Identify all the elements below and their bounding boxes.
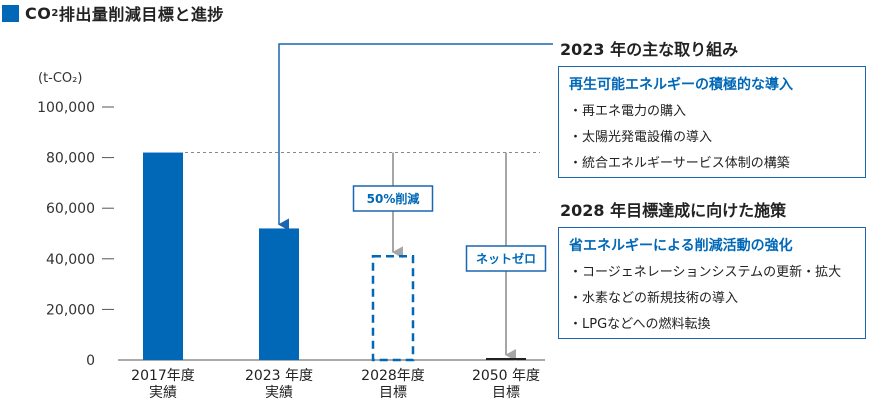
bar (143, 152, 183, 360)
x-tick-label-kind: 実績 (149, 385, 177, 401)
x-tick-label-year: 2017年度 (131, 368, 195, 384)
x-tick-label-year: 2050 年度 (472, 368, 540, 384)
list-item: コージェネレーションシステムの更新・拡大 (569, 260, 855, 286)
arrow-2023 (278, 43, 553, 231)
y-tick-label: 40,000 (46, 252, 95, 268)
y-tick-label: 100,000 (37, 100, 95, 116)
title-subscript: 2 (51, 7, 59, 19)
panel-heading-2028: 2028 年目標達成に向けた施策 (560, 201, 787, 220)
panel-box-2028: 省エネルギーによる削減活動の強化 コージェネレーションシステムの更新・拡大 水素… (558, 227, 866, 339)
box-title-2023: 再生可能エネルギーの積極的な導入 (569, 77, 793, 93)
box-title-2028: 省エネルギーによる削減活動の強化 (569, 238, 793, 254)
x-tick-label-kind: 実績 (265, 385, 293, 401)
x-tick-label-year: 2023 年度 (245, 368, 313, 384)
x-tick-label-kind: 目標 (379, 385, 407, 401)
title-co: CO (25, 3, 52, 23)
y-unit-label: (t-CO₂) (38, 71, 82, 86)
x-tick-label-kind: 目標 (492, 385, 520, 401)
list-item: 再エネ電力の購入 (569, 99, 855, 125)
callout-box (352, 185, 434, 212)
list-item: LPGなどへの燃料転換 (569, 312, 855, 338)
list-item: 水素などの新規技術の導入 (569, 286, 855, 312)
chart-title: CO 2 排出量削減目標と進捗 (0, 0, 224, 26)
y-tick-label: 0 (86, 353, 95, 369)
x-tick-label-year: 2028年度 (361, 368, 425, 384)
y-tick-label: 20,000 (46, 302, 95, 318)
title-rest: 排出量削減目標と進捗 (58, 5, 224, 24)
panel-box-2023: 再生可能エネルギーの積極的な導入 再エネ電力の購入 太陽光発電設備の導入 統合エ… (558, 66, 866, 178)
panel-heading-2023: 2023 年の主な取り組み (560, 40, 739, 59)
bar-target (371, 255, 415, 362)
title-square-icon (2, 4, 19, 22)
callout-box (465, 245, 547, 272)
callout-label: ネットゼロ (476, 251, 536, 266)
bar (259, 228, 299, 360)
y-tick-label: 80,000 (46, 151, 95, 167)
list-item: 太陽光発電設備の導入 (569, 125, 855, 151)
list-item: 統合エネルギーサービス体制の構築 (569, 151, 855, 177)
callout-label: 50%削減 (367, 191, 420, 206)
y-tick-label: 60,000 (46, 201, 95, 217)
